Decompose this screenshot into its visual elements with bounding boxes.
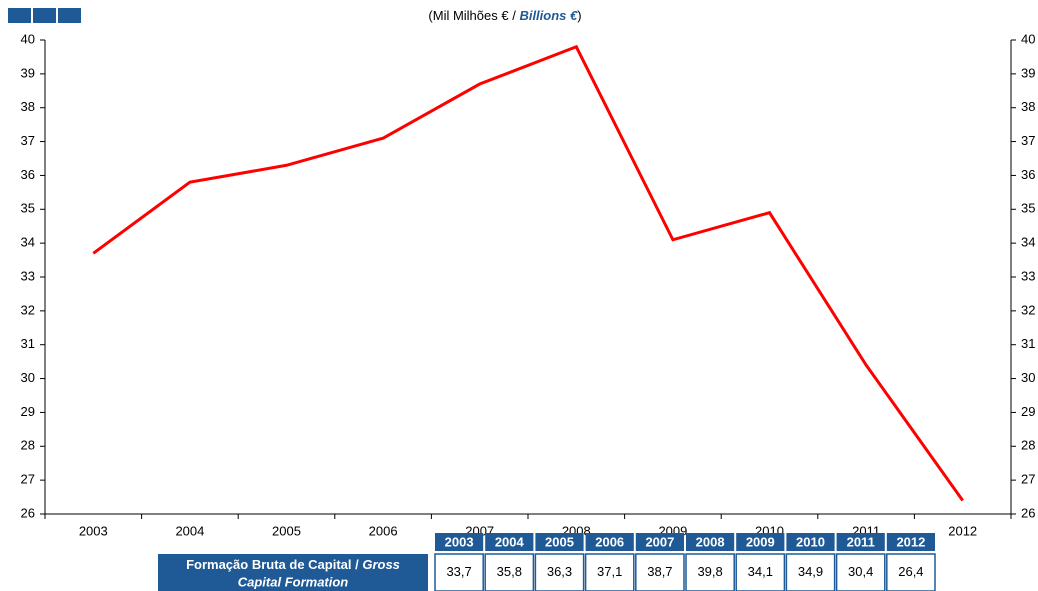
table-cell <box>434 553 484 591</box>
table-header-label: 2011 <box>847 534 875 549</box>
y-tick-label: 29 <box>21 404 35 419</box>
title-close: ) <box>577 8 581 23</box>
y-tick-label: 26 <box>21 505 35 520</box>
table-header-label: 2007 <box>645 534 674 549</box>
table-header-label: 2003 <box>445 534 474 549</box>
y2-tick-label: 31 <box>1021 336 1035 351</box>
y2-tick-label: 29 <box>1021 404 1035 419</box>
x-tick-label: 2006 <box>369 523 398 538</box>
table-cell <box>484 553 535 591</box>
table-header-label: 2004 <box>495 534 525 549</box>
y2-tick-label: 26 <box>1021 505 1035 520</box>
y2-tick-label: 33 <box>1021 268 1035 283</box>
table-header-label: 2006 <box>595 534 624 549</box>
table-value: 26,4 <box>898 564 923 579</box>
table-header-cell <box>686 533 735 551</box>
y-tick-label: 36 <box>21 167 35 182</box>
table-header-cell <box>485 533 534 551</box>
y-tick-label: 40 <box>21 31 35 46</box>
title-en: Billions € <box>519 8 578 23</box>
y2-tick-label: 40 <box>1021 31 1035 46</box>
table-header-cell <box>786 533 835 551</box>
title-pt: (Mil Milhões € / <box>428 8 519 23</box>
table-value: 39,8 <box>697 564 722 579</box>
y2-tick-label: 38 <box>1021 99 1035 114</box>
table-header-label: 2008 <box>696 534 725 549</box>
table-header-label: 2010 <box>796 534 825 549</box>
logo-block <box>8 8 31 23</box>
y2-tick-label: 34 <box>1021 235 1035 250</box>
table-row-label-box <box>158 554 428 591</box>
y-tick-label: 38 <box>21 99 35 114</box>
table-value: 30,4 <box>848 564 873 579</box>
y2-tick-label: 35 <box>1021 201 1035 216</box>
y2-tick-label: 30 <box>1021 370 1035 385</box>
table-header-cell <box>886 533 935 551</box>
y-tick-label: 27 <box>21 472 35 487</box>
y-tick-label: 28 <box>21 438 35 453</box>
table-header-cell <box>535 533 584 551</box>
table-header-label: 2012 <box>896 534 925 549</box>
y2-tick-label: 36 <box>1021 167 1035 182</box>
y2-tick-label: 39 <box>1021 65 1035 80</box>
table-value: 36,3 <box>547 564 572 579</box>
data-line <box>92 44 964 502</box>
y-tick-label: 31 <box>21 336 35 351</box>
table-value: 34,9 <box>798 564 823 579</box>
logo-block <box>58 8 81 23</box>
table-cell <box>685 553 735 591</box>
y2-tick-label: 37 <box>1021 133 1035 148</box>
row-label-en: Gross <box>362 557 400 572</box>
logo-block <box>33 8 56 23</box>
table-cell <box>835 553 886 591</box>
x-tick-label: 2004 <box>175 523 204 538</box>
table-header-cell <box>435 533 484 551</box>
table-header-label: 2009 <box>746 534 775 549</box>
y2-tick-label: 27 <box>1021 472 1035 487</box>
table-header-cell <box>736 533 785 551</box>
y-tick-label: 34 <box>21 235 35 250</box>
table-value: 38,7 <box>647 564 672 579</box>
table-header-label: 2005 <box>545 534 574 549</box>
x-tick-label: 2005 <box>272 523 301 538</box>
table-cell <box>735 553 786 591</box>
y-tick-label: 37 <box>21 133 35 148</box>
y2-tick-label: 28 <box>1021 438 1035 453</box>
table-cell <box>534 553 585 591</box>
x-tick-label: 2003 <box>79 523 108 538</box>
table-row-label: Capital Formation <box>238 574 349 589</box>
table-header-cell <box>635 533 684 551</box>
y-tick-label: 33 <box>21 268 35 283</box>
table-cell <box>785 553 836 591</box>
y2-tick-label: 32 <box>1021 302 1035 317</box>
chart-title: (Mil Milhões € / Billions €) <box>428 8 581 23</box>
y-tick-label: 32 <box>21 302 35 317</box>
table-value: 33,7 <box>446 564 471 579</box>
table-cell <box>635 553 685 591</box>
table-value: 35,8 <box>497 564 522 579</box>
table-cell <box>584 553 635 591</box>
table-value: 34,1 <box>748 564 773 579</box>
x-tick-label: 2012 <box>948 523 977 538</box>
table-header-cell <box>836 533 885 551</box>
table-header-cell <box>585 533 634 551</box>
table-row-label: Formação Bruta de Capital / Gross <box>186 557 400 572</box>
table-cell <box>886 553 936 591</box>
y-tick-label: 30 <box>21 370 35 385</box>
row-label-pt: Formação Bruta de Capital / <box>186 557 362 572</box>
table-value: 37,1 <box>597 564 622 579</box>
y-tick-label: 35 <box>21 201 35 216</box>
y-tick-label: 39 <box>21 65 35 80</box>
